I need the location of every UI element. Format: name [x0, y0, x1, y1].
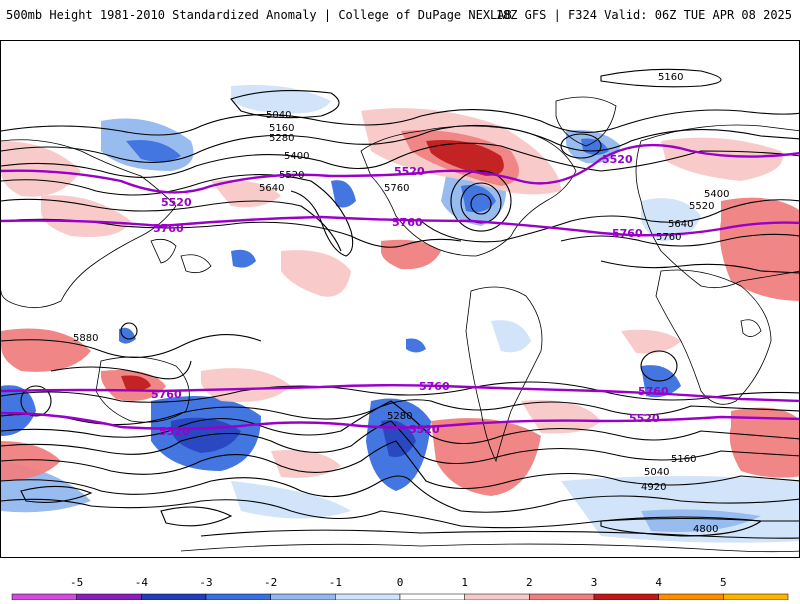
contour-label: 5640 [668, 219, 693, 230]
colorbar-tick-label: 1 [461, 576, 468, 589]
contour-label: 5400 [704, 189, 729, 200]
colorbar-tick-label: 3 [591, 576, 598, 589]
anomaly-neg-nc-pacific [231, 85, 331, 114]
header: 500mb Height 1981-2010 Standardized Anom… [0, 0, 800, 30]
highlight-label: 5760 [419, 380, 450, 393]
contour-label: 5880 [73, 333, 98, 344]
colorbar-segment [723, 593, 789, 601]
highlight-label: 5760 [153, 222, 184, 235]
highlight-labels: 5520 5520 5520 5760 5760 5760 5760 5760 … [151, 153, 669, 438]
colorbar: -5 -4 -3 -2 -1 0 1 2 3 4 5 [0, 570, 800, 601]
colorbar-segment [335, 593, 401, 601]
highlight-label: 5520 [161, 196, 192, 209]
contour-label: 5160 [671, 454, 696, 465]
contour-5520-south [1, 411, 799, 430]
colorbar-tick-label: 5 [720, 576, 727, 589]
contour-label: 5760 [656, 232, 681, 243]
colorbar-tick-label: 4 [655, 576, 662, 589]
colorbar-segments [11, 593, 789, 601]
colorbar-tick-label: -2 [264, 576, 277, 589]
highlight-label: 5760 [392, 216, 423, 229]
colorbar-segment [464, 593, 530, 601]
contour-5520-north [1, 143, 799, 194]
colorbar-segment [205, 593, 271, 601]
colorbar-tick-label: -3 [199, 576, 212, 589]
highlight-label: 5520 [629, 412, 660, 425]
contour-label: 5520 [689, 201, 714, 212]
map-canvas: 5160 5040 5160 5280 5400 5520 5640 5760 … [1, 68, 799, 553]
anomaly-pos-e-europe [719, 197, 799, 301]
colorbar-ticks: -5 -4 -3 -2 -1 0 1 2 3 4 5 [70, 576, 727, 589]
highlight-label: 5520 [394, 165, 425, 178]
contour-label: 5760 [384, 183, 409, 194]
contour-label: 5640 [259, 183, 284, 194]
highlight-label: 5760 [151, 388, 182, 401]
colorbar-segment [11, 593, 77, 601]
colorbar-segment [593, 593, 659, 601]
map-title: 500mb Height 1981-2010 Standardized Anom… [6, 8, 512, 22]
colorbar-canvas: -5 -4 -3 -2 -1 0 1 2 3 4 5 [11, 576, 789, 601]
colorbar-segment [270, 593, 336, 601]
colorbar-segment [141, 593, 207, 601]
colorbar-segment [529, 593, 595, 601]
colorbar-segment [658, 593, 724, 601]
colorbar-tick-label: -1 [329, 576, 342, 589]
australia-outline [95, 356, 190, 423]
antarctica-outline [180, 543, 799, 553]
contour-label: 4920 [641, 482, 666, 493]
contour-label: 5040 [644, 467, 669, 478]
highlight-label: 5520 [159, 425, 190, 438]
contour-label: 5280 [269, 133, 294, 144]
contour-5760-north [1, 215, 799, 237]
colorbar-tick-label: -4 [135, 576, 149, 589]
contour-label: 5520 [279, 170, 304, 181]
highlight-label: 5760 [612, 227, 643, 240]
contour-5760-south [1, 384, 799, 403]
highlight-label: 5520 [602, 153, 633, 166]
contour-label: 5400 [284, 151, 309, 162]
colorbar-segment [399, 593, 465, 601]
colorbar-tick-label: -5 [70, 576, 83, 589]
contour-label: 4800 [693, 524, 718, 535]
highlight-label: 5760 [638, 385, 669, 398]
highlight-contours [1, 143, 799, 430]
colorbar-tick-label: 2 [526, 576, 533, 589]
contour-label: 5280 [387, 411, 412, 422]
map-panel: 5160 5040 5160 5280 5400 5520 5640 5760 … [0, 40, 800, 558]
highlight-label: 5520 [409, 423, 440, 436]
greenland-outline [555, 96, 617, 147]
run-info: 18Z GFS | F324 Valid: 06Z TUE APR 08 202… [495, 8, 792, 22]
colorbar-segment [76, 593, 142, 601]
contour-label: 5160 [269, 123, 294, 134]
contour-labels: 5160 5040 5160 5280 5400 5520 5640 5760 … [73, 72, 729, 535]
eurasia-outline [635, 124, 799, 289]
south-america-outline [465, 286, 543, 463]
contour-label: 5160 [658, 72, 683, 83]
colorbar-tick-label: 0 [397, 576, 404, 589]
contour-label: 5040 [266, 110, 291, 121]
